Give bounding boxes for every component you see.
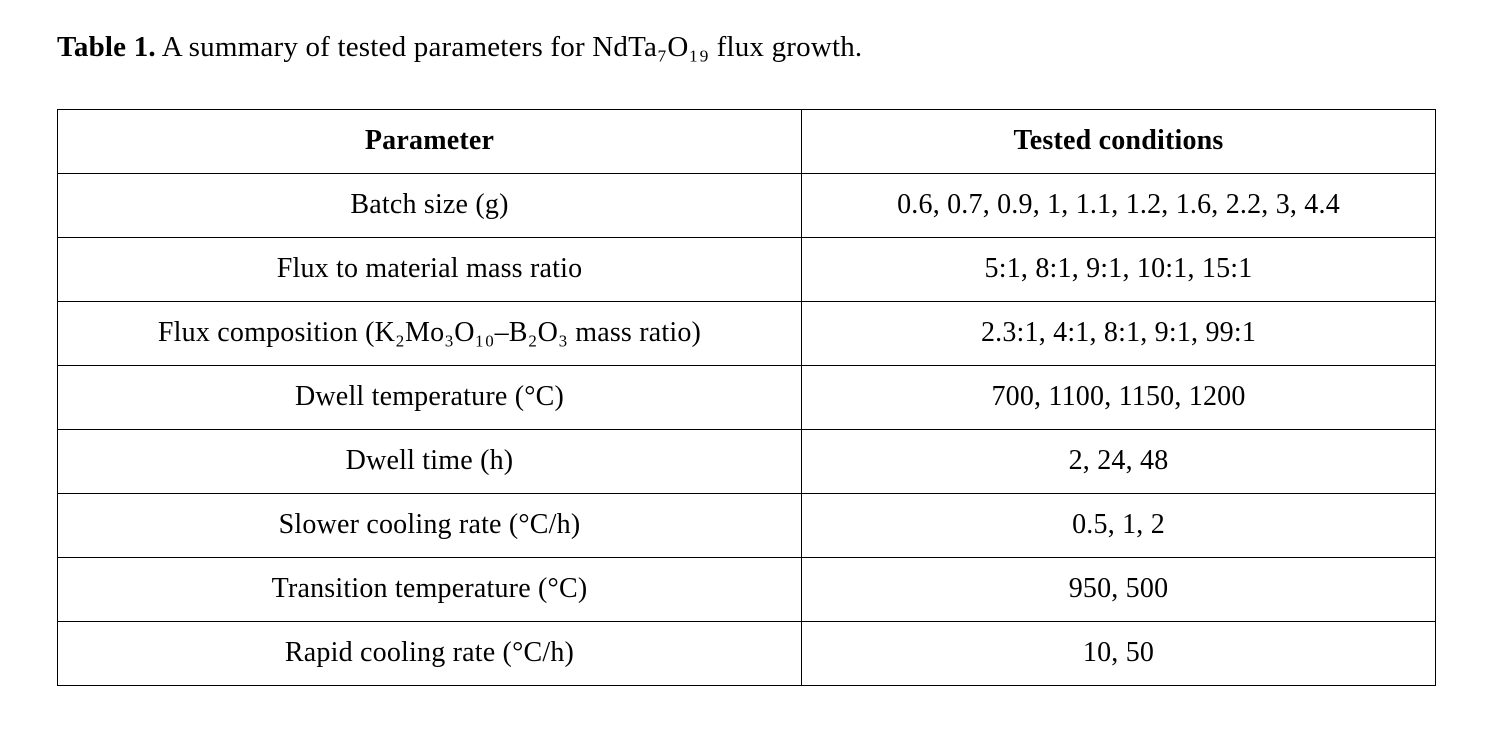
table-row: Batch size (g) 0.6, 0.7, 0.9, 1, 1.1, 1.… <box>57 172 1436 238</box>
column-header-parameter: Parameter <box>57 108 802 174</box>
conditions-cell: 950, 500 <box>801 556 1436 622</box>
parameters-table: Parameter Tested conditions Batch size (… <box>57 108 1436 686</box>
conditions-cell: 700, 1100, 1150, 1200 <box>801 364 1436 430</box>
parameter-cell: Dwell time (h) <box>57 428 802 494</box>
column-header-tested-conditions: Tested conditions <box>801 108 1436 174</box>
conditions-cell: 0.6, 0.7, 0.9, 1, 1.1, 1.2, 1.6, 2.2, 3,… <box>801 172 1436 238</box>
parameter-cell: Dwell temperature (°C) <box>57 364 802 430</box>
table-row: Rapid cooling rate (°C/h) 10, 50 <box>57 620 1436 686</box>
table-row: Flux composition (K₂Mo₃O₁₀–B₂O₃ mass rat… <box>57 300 1436 366</box>
conditions-cell: 2.3:1, 4:1, 8:1, 9:1, 99:1 <box>801 300 1436 366</box>
table-header-row: Parameter Tested conditions <box>57 108 1436 174</box>
parameter-cell: Flux to material mass ratio <box>57 236 802 302</box>
parameter-cell: Slower cooling rate (°C/h) <box>57 492 802 558</box>
table-row: Dwell temperature (°C) 700, 1100, 1150, … <box>57 364 1436 430</box>
conditions-cell: 5:1, 8:1, 9:1, 10:1, 15:1 <box>801 236 1436 302</box>
table-row: Flux to material mass ratio 5:1, 8:1, 9:… <box>57 236 1436 302</box>
conditions-cell: 0.5, 1, 2 <box>801 492 1436 558</box>
parameter-cell: Rapid cooling rate (°C/h) <box>57 620 802 686</box>
parameter-cell: Batch size (g) <box>57 172 802 238</box>
document-page: Table 1. A summary of tested parameters … <box>57 30 1436 686</box>
table-row: Slower cooling rate (°C/h) 0.5, 1, 2 <box>57 492 1436 558</box>
parameter-cell: Flux composition (K₂Mo₃O₁₀–B₂O₃ mass rat… <box>57 300 802 366</box>
table-row: Transition temperature (°C) 950, 500 <box>57 556 1436 622</box>
table-row: Dwell time (h) 2, 24, 48 <box>57 428 1436 494</box>
table-caption: Table 1. A summary of tested parameters … <box>57 30 1436 65</box>
table-caption-label: Table 1. <box>57 31 156 63</box>
parameter-cell: Transition temperature (°C) <box>57 556 802 622</box>
conditions-cell: 2, 24, 48 <box>801 428 1436 494</box>
table-caption-text: A summary of tested parameters for NdTa₇… <box>155 31 863 63</box>
conditions-cell: 10, 50 <box>801 620 1436 686</box>
